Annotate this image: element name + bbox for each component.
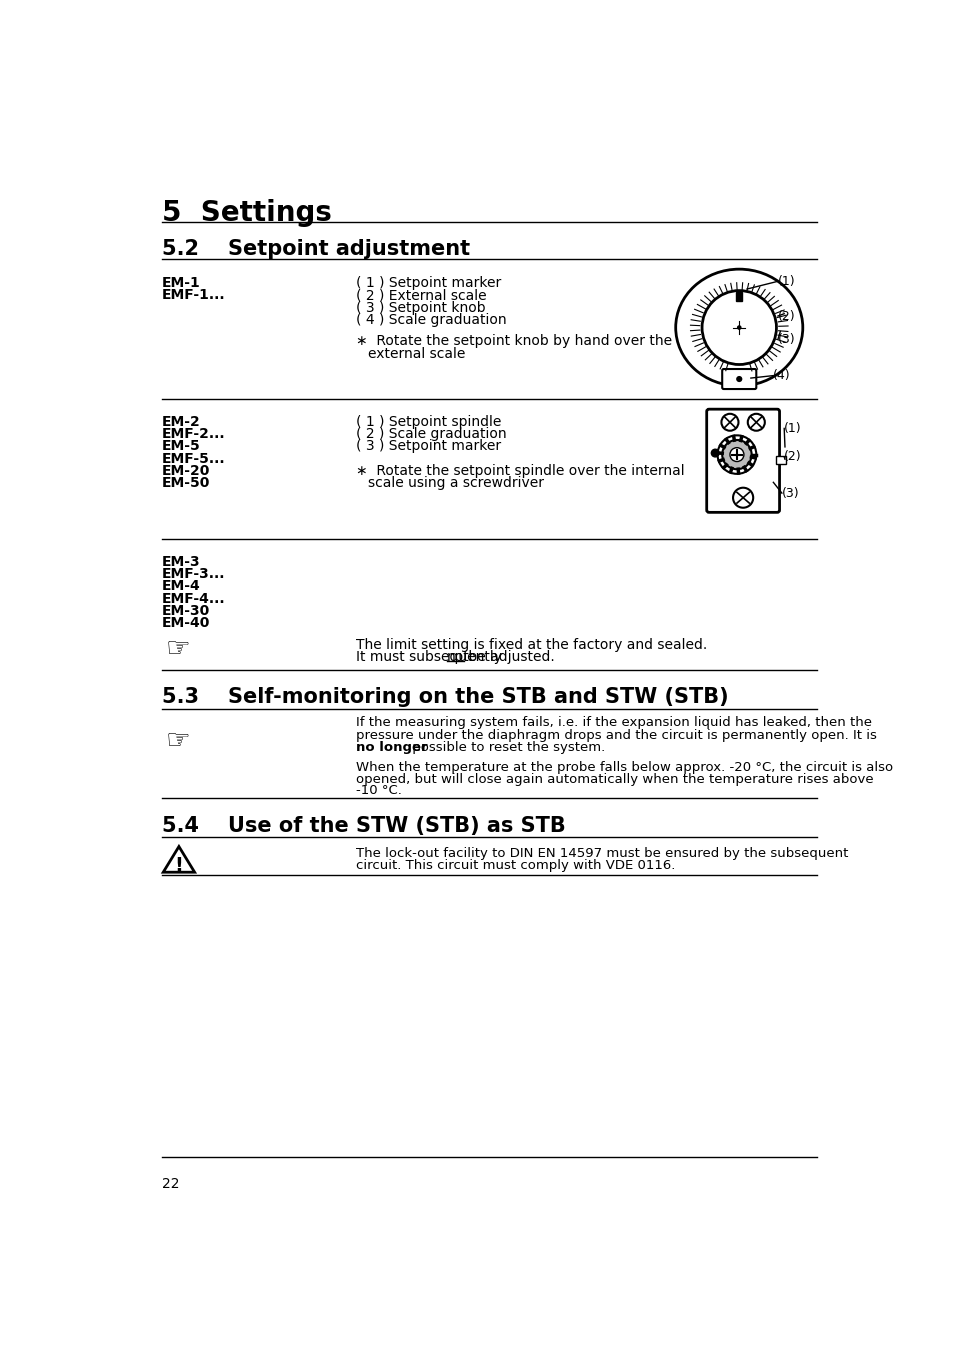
Text: EMF-2...: EMF-2... (162, 427, 225, 441)
Text: (1): (1) (778, 275, 795, 288)
Circle shape (721, 440, 751, 470)
Text: The lock-out facility to DIN EN 14597 must be ensured by the subsequent: The lock-out facility to DIN EN 14597 mu… (355, 848, 847, 860)
Circle shape (711, 450, 719, 456)
Circle shape (736, 325, 740, 329)
Text: circuit. This circuit must comply with VDE 0116.: circuit. This circuit must comply with V… (355, 859, 675, 872)
Text: EMF-1...: EMF-1... (162, 289, 225, 302)
Text: If the measuring system fails, i.e. if the expansion liquid has leaked, then the: If the measuring system fails, i.e. if t… (355, 717, 871, 729)
Text: 5.2    Setpoint adjustment: 5.2 Setpoint adjustment (162, 239, 470, 259)
Circle shape (701, 290, 776, 364)
Circle shape (732, 487, 753, 508)
Text: EMF-5...: EMF-5... (162, 451, 225, 466)
Text: 5.4    Use of the STW (STB) as STB: 5.4 Use of the STW (STB) as STB (162, 815, 565, 836)
Text: ( 1 ) Setpoint spindle: ( 1 ) Setpoint spindle (355, 414, 500, 428)
Text: EM-40: EM-40 (162, 617, 210, 630)
FancyBboxPatch shape (706, 409, 779, 513)
Text: (3): (3) (778, 332, 795, 346)
Text: EM-3: EM-3 (162, 555, 200, 568)
Ellipse shape (675, 269, 802, 386)
Text: ( 2 ) Scale graduation: ( 2 ) Scale graduation (355, 427, 506, 441)
Text: EM-20: EM-20 (162, 464, 210, 478)
Circle shape (736, 375, 741, 382)
Circle shape (720, 414, 738, 431)
Circle shape (747, 414, 764, 431)
Text: When the temperature at the probe falls below approx. -20 °C, the circuit is als: When the temperature at the probe falls … (355, 761, 892, 774)
Text: ☞: ☞ (166, 634, 191, 663)
Text: EMF-3...: EMF-3... (162, 567, 225, 580)
Text: (2): (2) (778, 309, 795, 323)
Text: external scale: external scale (368, 347, 465, 360)
Text: (4): (4) (773, 369, 790, 382)
Text: ( 4 ) Scale graduation: ( 4 ) Scale graduation (355, 313, 506, 327)
Text: EM-50: EM-50 (162, 477, 210, 490)
Text: not: not (447, 651, 469, 664)
Text: EM-2: EM-2 (162, 414, 200, 428)
Text: It must subsequently: It must subsequently (355, 651, 505, 664)
FancyBboxPatch shape (776, 456, 785, 464)
Text: no longer: no longer (355, 741, 427, 755)
Text: (3): (3) (781, 486, 799, 500)
Text: The limit setting is fixed at the factory and sealed.: The limit setting is fixed at the factor… (355, 637, 706, 652)
Text: opened, but will close again automatically when the temperature rises above: opened, but will close again automatical… (355, 772, 872, 786)
Text: possible to reset the system.: possible to reset the system. (408, 741, 605, 755)
FancyBboxPatch shape (721, 369, 756, 389)
Text: -10 °C.: -10 °C. (355, 784, 401, 796)
Circle shape (717, 435, 756, 474)
Text: 22: 22 (162, 1177, 179, 1191)
Text: ∗  Rotate the setpoint knob by hand over the: ∗ Rotate the setpoint knob by hand over … (355, 335, 671, 348)
FancyBboxPatch shape (736, 292, 741, 301)
Text: be adjusted.: be adjusted. (464, 651, 555, 664)
Text: 5  Settings: 5 Settings (162, 198, 332, 227)
Circle shape (729, 448, 743, 462)
Text: pressure under the diaphragm drops and the circuit is permanently open. It is: pressure under the diaphragm drops and t… (355, 729, 876, 741)
Text: ( 1 ) Setpoint marker: ( 1 ) Setpoint marker (355, 275, 500, 290)
Text: ∗  Rotate the setpoint spindle over the internal: ∗ Rotate the setpoint spindle over the i… (355, 464, 683, 478)
Text: EM-30: EM-30 (162, 603, 210, 618)
Text: ( 3 ) Setpoint marker: ( 3 ) Setpoint marker (355, 439, 500, 454)
Text: EM-5: EM-5 (162, 439, 200, 454)
Text: EMF-4...: EMF-4... (162, 591, 225, 606)
Text: EM-4: EM-4 (162, 579, 200, 594)
Text: ( 3 ) Setpoint knob: ( 3 ) Setpoint knob (355, 301, 485, 315)
Text: EM-1: EM-1 (162, 275, 200, 290)
Text: 5.3    Self-monitoring on the STB and STW (STB): 5.3 Self-monitoring on the STB and STW (… (162, 687, 728, 707)
Text: scale using a screwdriver: scale using a screwdriver (368, 477, 543, 490)
Text: ☞: ☞ (166, 728, 191, 755)
Text: (1): (1) (783, 423, 801, 435)
Text: (2): (2) (783, 451, 801, 463)
Text: !: ! (174, 856, 183, 875)
Text: ( 2 ) External scale: ( 2 ) External scale (355, 289, 486, 302)
